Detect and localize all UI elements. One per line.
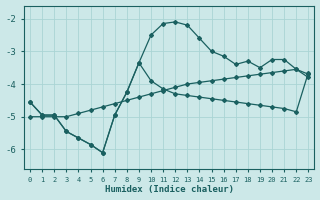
X-axis label: Humidex (Indice chaleur): Humidex (Indice chaleur) [105,185,234,194]
